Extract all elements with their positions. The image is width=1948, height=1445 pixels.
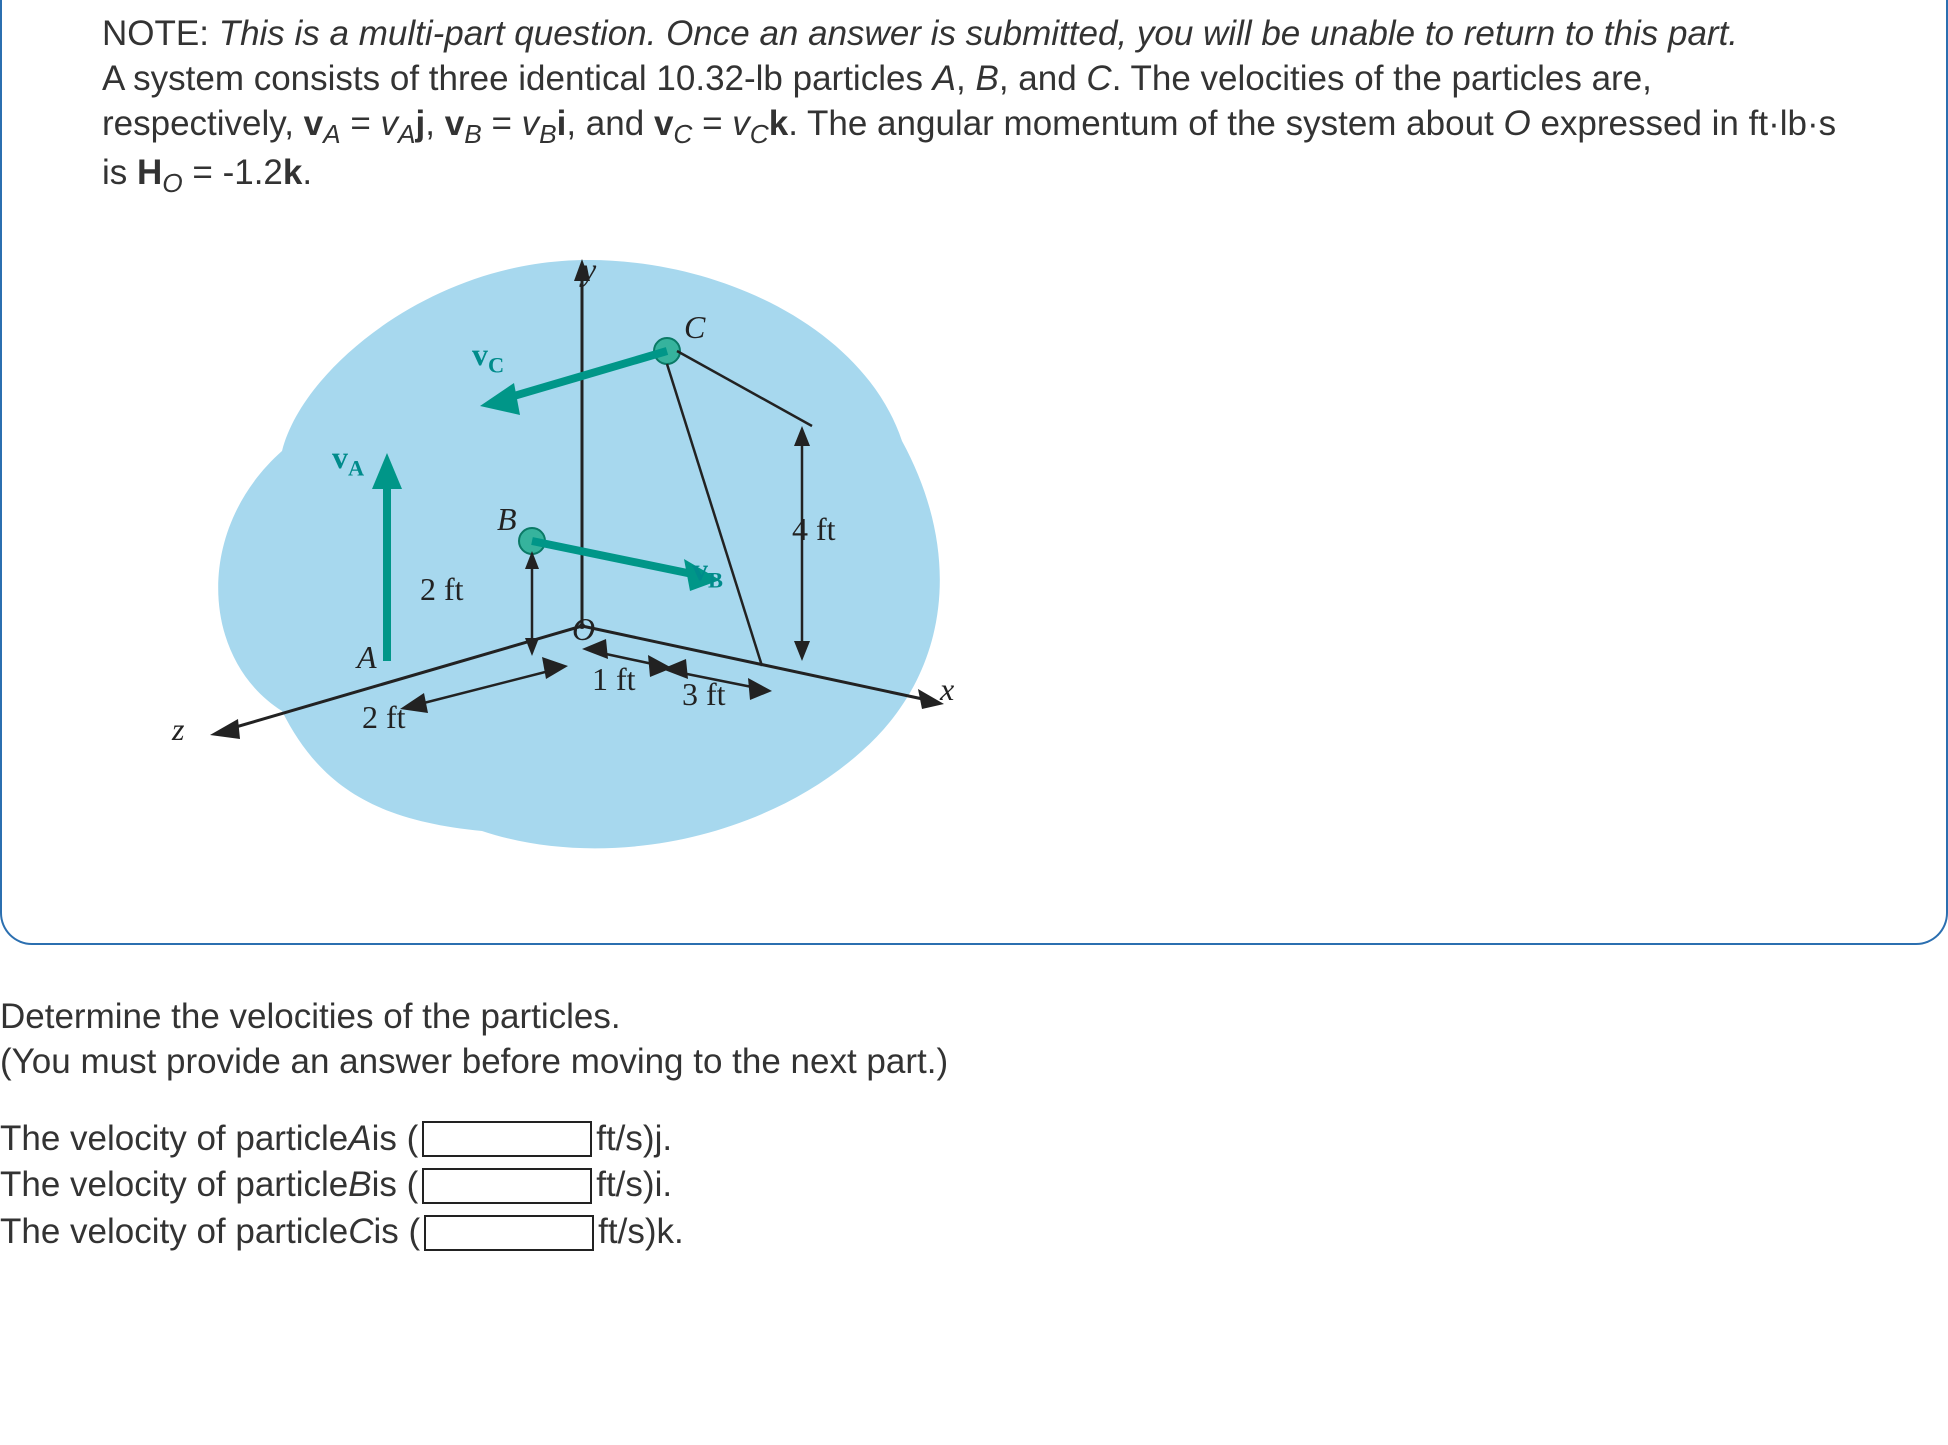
z-axis-arrow [210, 719, 240, 739]
sep: , [956, 59, 975, 98]
vA-rhs-sub: A [398, 119, 416, 149]
rowB-unit: ft/s) [596, 1163, 654, 1208]
label-C: C [684, 309, 705, 346]
rowA-pre: The velocity of particle [0, 1117, 348, 1162]
HO-k: k [283, 153, 302, 192]
eq1: = [341, 104, 381, 143]
vC-sub: C [488, 352, 504, 377]
axis-x-label: x [940, 671, 954, 708]
rowB-period: . [662, 1163, 672, 1208]
vB-lhs-v: v [445, 104, 464, 143]
comma1: , [425, 104, 444, 143]
vB-v: v [692, 551, 708, 587]
vB-rhs-v: v [522, 104, 540, 143]
vA-rhs-v: v [381, 104, 399, 143]
rowB-vec: i [655, 1163, 663, 1208]
post2: . The angular momentum of the system abo… [788, 104, 1503, 143]
vC-lhs-v: v [654, 104, 673, 143]
rowB-is: is ( [372, 1163, 419, 1208]
vC-v: v [472, 336, 488, 372]
HO-val: = -1.2 [183, 153, 283, 192]
rowC-is: is ( [374, 1210, 421, 1255]
letter-B: B [975, 59, 998, 98]
vB-lhs-sub: B [464, 119, 482, 149]
period: . [302, 153, 312, 192]
rowA-unit: ft/s) [596, 1117, 654, 1162]
diagram-svg [162, 231, 962, 851]
label-vB: vB [692, 551, 723, 593]
eq2: = [482, 104, 522, 143]
vB-rhs-sub: B [539, 119, 557, 149]
answers-subnote: (You must provide an answer before movin… [0, 1040, 1948, 1085]
vA-lhs-v: v [304, 104, 323, 143]
O-letter: O [1503, 104, 1530, 143]
HO-sub: O [162, 168, 182, 198]
dim-2ft-h-label: 2 ft [362, 699, 406, 736]
input-vA[interactable] [422, 1121, 592, 1157]
vA-v: v [332, 439, 348, 475]
label-B: B [497, 501, 517, 538]
question-prompt: NOTE: This is a multi-part question. Onc… [102, 12, 1846, 201]
answers-heading: Determine the velocities of the particle… [0, 995, 1948, 1040]
answer-row-C: The velocity of particle C is ( ft/s)k. [0, 1210, 1948, 1255]
rowA-letter: A [348, 1117, 371, 1162]
rowC-letter: C [348, 1210, 373, 1255]
answers-block: Determine the velocities of the particle… [0, 995, 1948, 1255]
label-vA: vA [332, 439, 364, 481]
axis-z-label: z [172, 711, 184, 748]
label-A: A [357, 639, 377, 676]
rowB-letter: B [348, 1163, 371, 1208]
answer-row-A: The velocity of particle A is ( ft/s)j. [0, 1117, 1948, 1162]
rowA-period: . [662, 1117, 672, 1162]
vC-lhs-sub: C [673, 119, 692, 149]
rowC-vec: k [656, 1210, 674, 1255]
and1: , and [566, 104, 654, 143]
rowC-pre: The velocity of particle [0, 1210, 348, 1255]
letter-C: C [1086, 59, 1111, 98]
question-box: NOTE: This is a multi-part question. Onc… [0, 0, 1948, 945]
vB-sub: B [708, 567, 723, 592]
input-vB[interactable] [422, 1168, 592, 1204]
rowA-vec: j [655, 1117, 663, 1162]
input-vC[interactable] [424, 1215, 594, 1251]
rowC-period: . [674, 1210, 684, 1255]
vC-rhs-sub: C [750, 119, 769, 149]
label-vC: vC [472, 336, 504, 378]
k1: k [769, 104, 788, 143]
HO-H: H [137, 153, 162, 192]
diagram: y x z O A B C vA vB vC 2 ft 2 ft 1 ft 3 … [102, 221, 972, 861]
origin-label: O [572, 611, 595, 648]
dim-1ft-label: 1 ft [592, 661, 636, 698]
axis-y-label: y [582, 251, 596, 288]
sep2: , and [999, 59, 1087, 98]
dim-2ft-v-label: 2 ft [420, 571, 464, 608]
vA-sub: A [348, 455, 364, 480]
vC-rhs-v: v [732, 104, 750, 143]
rowC-unit: ft/s) [598, 1210, 656, 1255]
vA-lhs-sub: A [323, 119, 341, 149]
j1: j [416, 104, 426, 143]
eq3: = [692, 104, 732, 143]
prompt-1-pre: A system consists of three identical 10.… [102, 59, 933, 98]
answer-row-B: The velocity of particle B is ( ft/s)i. [0, 1163, 1948, 1208]
rowB-pre: The velocity of particle [0, 1163, 348, 1208]
i1: i [557, 104, 567, 143]
note-text: This is a multi-part question. Once an a… [219, 14, 1738, 53]
letter-A: A [933, 59, 956, 98]
rowA-is: is ( [372, 1117, 419, 1162]
dim-3ft-label: 3 ft [682, 676, 726, 713]
dim-4ft-label: 4 ft [792, 511, 836, 548]
page: NOTE: This is a multi-part question. Onc… [0, 0, 1948, 1445]
note-label: NOTE: [102, 14, 209, 53]
